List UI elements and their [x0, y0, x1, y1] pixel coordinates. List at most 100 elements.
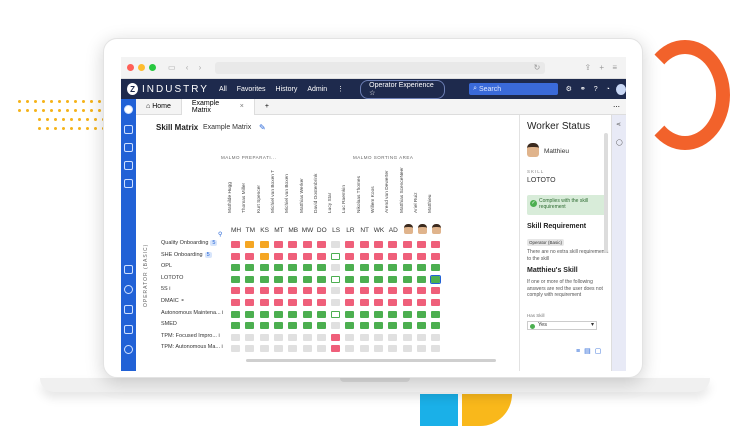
matrix-cell[interactable]	[259, 322, 269, 330]
address-bar[interactable]: ↻	[215, 61, 546, 74]
matrix-cell[interactable]	[259, 241, 269, 248]
matrix-cell[interactable]	[259, 345, 269, 353]
operator-initials[interactable]: WK	[373, 227, 385, 234]
operator-initials[interactable]: MB	[288, 227, 299, 234]
matrix-cell[interactable]	[402, 322, 412, 330]
matrix-cell[interactable]	[302, 241, 312, 248]
matrix-cell[interactable]	[231, 252, 240, 260]
skill-row-label[interactable]: TPM: Focused Impro... i	[161, 333, 236, 339]
user-avatar[interactable]	[615, 83, 626, 95]
grid-icon[interactable]	[124, 143, 133, 152]
matrix-cell[interactable]	[273, 322, 283, 330]
matrix-cell[interactable]	[431, 299, 441, 306]
tab-home[interactable]: ⌂ Home	[136, 99, 181, 115]
matrix-cell[interactable]	[316, 345, 326, 353]
matrix-cell[interactable]	[359, 322, 369, 330]
browser-actions-icon[interactable]: ⇪ + ≡	[584, 63, 620, 72]
matrix-cell[interactable]	[316, 310, 326, 318]
edit-icon[interactable]: ✎	[259, 123, 266, 132]
matrix-cell[interactable]	[273, 345, 283, 353]
minimize-window-icon[interactable]	[138, 64, 145, 71]
filter-icon[interactable]: ⚲	[218, 232, 223, 238]
has-skill-select[interactable]: Yes	[527, 321, 597, 330]
matrix-cell[interactable]	[359, 345, 369, 353]
matrix-cell[interactable]	[416, 310, 426, 318]
skill-row-label[interactable]: SMED	[161, 321, 236, 327]
matrix-cell[interactable]	[316, 322, 326, 330]
matrix-cell[interactable]	[331, 241, 341, 248]
matrix-cell[interactable]	[374, 299, 383, 306]
matrix-cell[interactable]	[302, 322, 312, 330]
matrix-cell[interactable]	[430, 274, 442, 284]
matrix-cell[interactable]	[259, 299, 269, 306]
matrix-cell[interactable]	[273, 310, 283, 318]
matrix-cell[interactable]	[273, 299, 283, 306]
matrix-cell[interactable]	[231, 241, 240, 248]
matrix-cell[interactable]	[359, 310, 369, 318]
matrix-cell[interactable]	[259, 287, 269, 295]
nav-all[interactable]: All	[218, 85, 227, 93]
matrix-cell[interactable]	[331, 299, 341, 306]
matrix-cell[interactable]	[331, 333, 341, 341]
matrix-cell[interactable]	[245, 287, 255, 295]
matrix-cell[interactable]	[302, 345, 312, 353]
reload-icon[interactable]: ↻	[533, 62, 541, 72]
matrix-cell[interactable]	[245, 299, 255, 306]
matrix-cell[interactable]	[316, 264, 326, 272]
matrix-cell[interactable]	[388, 241, 398, 248]
matrix-cell[interactable]	[245, 264, 255, 272]
matrix-cell[interactable]	[231, 310, 240, 318]
skill-row-label[interactable]: LOTOTO	[161, 275, 236, 281]
list-icon[interactable]	[124, 125, 133, 134]
matrix-cell[interactable]	[316, 275, 326, 283]
panel-scrollbar[interactable]	[604, 133, 608, 253]
matrix-cell[interactable]	[259, 264, 269, 272]
skill-row-label[interactable]: 5S i	[161, 286, 236, 292]
matrix-cell[interactable]	[273, 252, 283, 260]
matrix-cell[interactable]	[345, 241, 355, 248]
matrix-cell[interactable]	[231, 322, 240, 330]
matrix-cell[interactable]	[359, 333, 369, 341]
matrix-cell[interactable]	[345, 333, 355, 341]
matrix-cell[interactable]	[259, 275, 269, 283]
matrix-cell[interactable]	[345, 275, 355, 283]
skill-row-label[interactable]: SHE Onboarding 5	[161, 251, 236, 258]
operator-experience-pill[interactable]: Operator Experience ☆	[360, 79, 446, 99]
nav-admin[interactable]: Admin	[307, 85, 328, 93]
matrix-cell[interactable]	[259, 252, 269, 260]
matrix-cell[interactable]	[316, 333, 326, 341]
nav-favorites[interactable]: Favorites	[236, 85, 266, 93]
matrix-cell[interactable]	[345, 322, 355, 330]
matrix-cell[interactable]	[359, 264, 369, 272]
analytics-icon[interactable]	[124, 265, 133, 274]
nav-more[interactable]: ⋮	[337, 86, 345, 93]
matrix-cell[interactable]	[231, 287, 240, 295]
matrix-cell[interactable]	[431, 287, 441, 295]
search-input[interactable]: ⌕ Search	[469, 83, 558, 95]
matrix-cell[interactable]	[402, 333, 412, 341]
matrix-cell[interactable]	[431, 310, 441, 318]
matrix-cell[interactable]	[245, 310, 255, 318]
matrix-cell[interactable]	[402, 264, 412, 272]
matrix-cell[interactable]	[245, 241, 255, 248]
matrix-cell[interactable]	[288, 287, 298, 295]
matrix-cell[interactable]	[331, 252, 341, 260]
matrix-cell[interactable]	[416, 264, 426, 272]
matrix-cell[interactable]	[416, 333, 426, 341]
matrix-cell[interactable]	[331, 345, 341, 353]
matrix-cell[interactable]	[416, 345, 426, 353]
matrix-cell[interactable]	[345, 345, 355, 353]
matrix-cell[interactable]	[345, 287, 355, 295]
matrix-cell[interactable]	[345, 264, 355, 272]
matrix-cell[interactable]	[374, 322, 383, 330]
dashboard-icon[interactable]	[124, 345, 133, 354]
tab-menu-icon[interactable]: ⋯	[613, 103, 620, 111]
matrix-cell[interactable]	[416, 252, 426, 260]
document-icon[interactable]	[124, 161, 133, 170]
matrix-cell[interactable]	[302, 264, 312, 272]
matrix-cell[interactable]	[374, 333, 383, 341]
add-tab-button[interactable]: +	[264, 103, 269, 110]
matrix-cell[interactable]	[288, 322, 298, 330]
settings-icon[interactable]: ⚙	[565, 86, 572, 93]
matrix-cell[interactable]	[288, 264, 298, 272]
